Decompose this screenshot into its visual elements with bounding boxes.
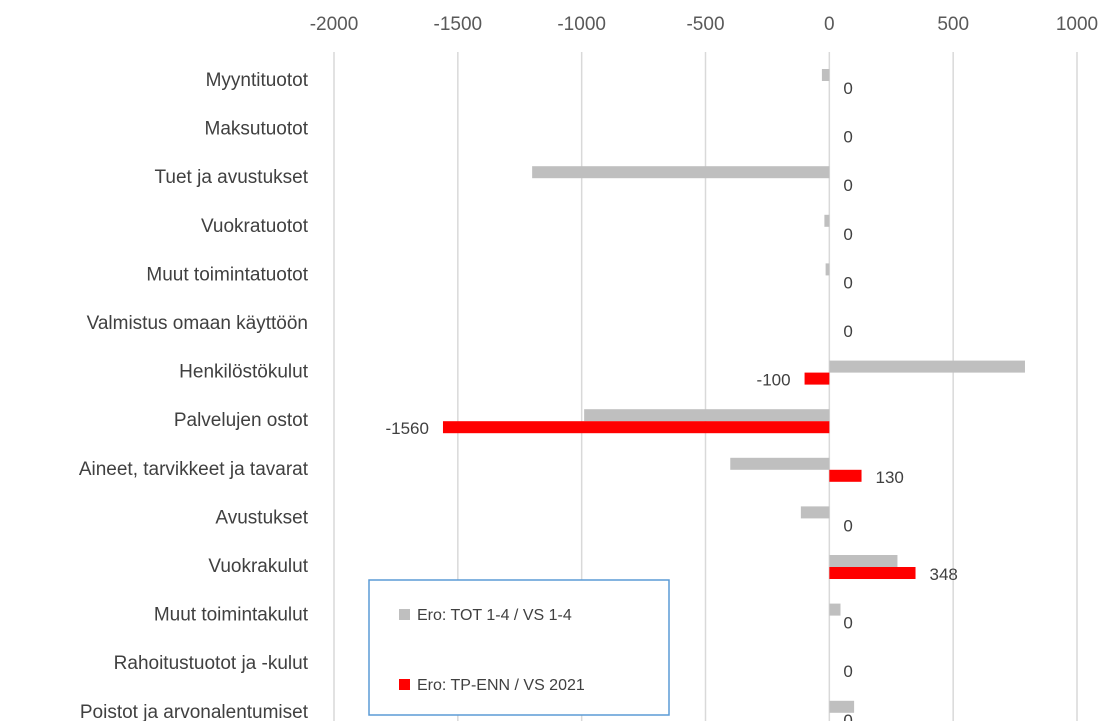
bar-series-1 xyxy=(825,263,830,276)
bar-series-1 xyxy=(821,69,830,81)
bar-series-1 xyxy=(730,457,830,470)
category-label: Aineet, tarvikkeet ja tavarat xyxy=(79,459,309,480)
bars xyxy=(442,69,1025,713)
data-label: -100 xyxy=(757,371,791,390)
bar-series-1 xyxy=(829,603,841,616)
data-label: 0 xyxy=(843,614,852,633)
legend-label-series-1: Ero: TOT 1-4 / VS 1-4 xyxy=(417,607,572,624)
bar-series-1 xyxy=(800,506,830,519)
data-label: -1560 xyxy=(385,419,428,438)
x-tick-label: 1000 xyxy=(1056,14,1098,35)
category-label: Palvelujen ostot xyxy=(174,410,309,431)
data-label: 0 xyxy=(843,128,852,147)
category-label: Valmistus omaan käyttöön xyxy=(87,313,308,334)
legend-label-series-2: Ero: TP-ENN / VS 2021 xyxy=(417,677,585,694)
bar-series-1 xyxy=(532,166,830,179)
data-label: 0 xyxy=(843,711,852,721)
category-label: Muut toimintakulut xyxy=(154,605,309,626)
gridlines xyxy=(333,52,1078,721)
data-label: 0 xyxy=(843,662,852,681)
bar-series-1 xyxy=(829,555,898,567)
category-label: Henkilöstökulut xyxy=(179,362,309,383)
x-tick-label: -1000 xyxy=(557,14,606,35)
x-tick-label: -1500 xyxy=(434,14,483,35)
category-labels: Myyntituotot Maksutuotot Tuet ja avustukse… xyxy=(79,70,309,721)
category-label: Vuokrakulut xyxy=(208,556,308,577)
category-label: Muut toimintatuotot xyxy=(146,264,308,285)
category-label: Poistot ja arvonalentumiset xyxy=(80,702,309,721)
bar-series-2 xyxy=(829,567,916,579)
data-label: 0 xyxy=(843,176,852,195)
data-label: 130 xyxy=(876,468,904,487)
bar-series-1 xyxy=(584,409,830,422)
bar-series-1 xyxy=(829,360,1025,373)
bar-series-2 xyxy=(442,421,830,434)
legend-swatch-series-2 xyxy=(399,679,410,690)
category-label: Avustukset xyxy=(215,507,308,528)
category-label: Myyntituotot xyxy=(206,70,309,91)
category-label: Maksutuotot xyxy=(205,119,309,140)
data-label: 0 xyxy=(843,322,852,341)
bar-series-2 xyxy=(804,372,830,385)
x-tick-label: -500 xyxy=(686,14,724,35)
data-label: 0 xyxy=(843,79,852,98)
legend-swatch-series-1 xyxy=(399,609,410,620)
data-label: 348 xyxy=(930,565,958,584)
data-label: 0 xyxy=(843,516,852,535)
bar-series-1 xyxy=(824,214,830,227)
category-label: Tuet ja avustukset xyxy=(155,167,309,188)
data-label: 0 xyxy=(843,273,852,292)
category-label: Rahoitustuotot ja -kulut xyxy=(114,653,309,674)
data-label: 0 xyxy=(843,225,852,244)
x-tick-label: 500 xyxy=(937,14,969,35)
x-tick-label: -2000 xyxy=(310,14,359,35)
legend: Ero: TOT 1-4 / VS 1-4 Ero: TP-ENN / VS 2… xyxy=(368,579,670,716)
x-tick-label: 0 xyxy=(824,14,835,35)
data-labels: 0 0 0 0 0 0 -100 -1560 130 0 348 0 0 0 xyxy=(385,79,957,721)
category-label: Vuokratuotot xyxy=(201,216,309,237)
x-axis-tick-labels: -2000 -1500 -1000 -500 0 500 1000 xyxy=(310,14,1098,35)
bar-series-1 xyxy=(829,700,855,713)
bar-series-2 xyxy=(829,469,862,482)
legend-box xyxy=(368,579,670,716)
